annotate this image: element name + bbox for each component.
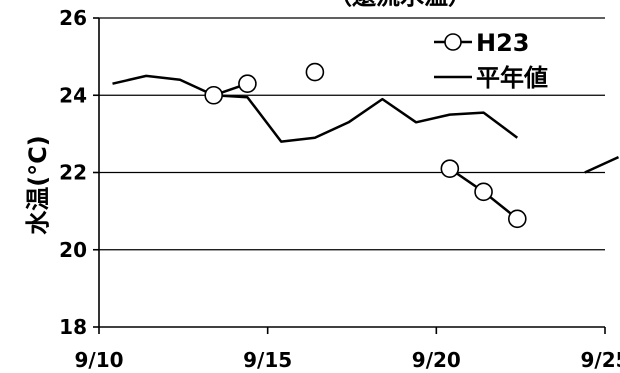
x-tick-label-1: 9/15 xyxy=(243,348,292,372)
axes xyxy=(93,17,606,334)
series-0-point-0-0 xyxy=(204,85,223,105)
y-tick-label-22: 22 xyxy=(59,161,87,185)
series-1-line-0 xyxy=(112,74,519,143)
series-0-point-2-1 xyxy=(474,182,493,202)
x-tick-label-0: 9/10 xyxy=(74,348,123,372)
tick-labels: 18 20 22 24 26 9/10 9/15 9/20 9/25 xyxy=(59,6,620,372)
y-tick-label-26: 26 xyxy=(59,6,87,30)
y-tick-label-20: 20 xyxy=(59,238,87,262)
series-layer xyxy=(112,74,620,220)
legend-normal-label: 平年値 xyxy=(476,64,548,92)
x-tick-label-2: 9/20 xyxy=(412,348,461,372)
series-0-point-2-2 xyxy=(507,209,527,229)
chart-title: （還流水温） xyxy=(328,0,472,10)
legend-h23-label: H23 xyxy=(476,29,529,57)
legend: H23 平年値 xyxy=(434,29,548,92)
y-tick-label-18: 18 xyxy=(59,315,87,339)
series-0-point-0-1 xyxy=(238,74,257,93)
marker-layer xyxy=(204,62,527,229)
x-tick-label-3: 9/25 xyxy=(580,348,620,372)
series-0-point-2-0 xyxy=(440,159,460,178)
series-1-line-1 xyxy=(584,155,620,174)
series-0-point-1-0 xyxy=(305,62,325,82)
legend-h23-marker xyxy=(444,33,462,51)
gridlines xyxy=(99,17,605,251)
y-tick-label-24: 24 xyxy=(59,83,87,107)
y-axis-label: 水温(°C) xyxy=(24,135,52,235)
